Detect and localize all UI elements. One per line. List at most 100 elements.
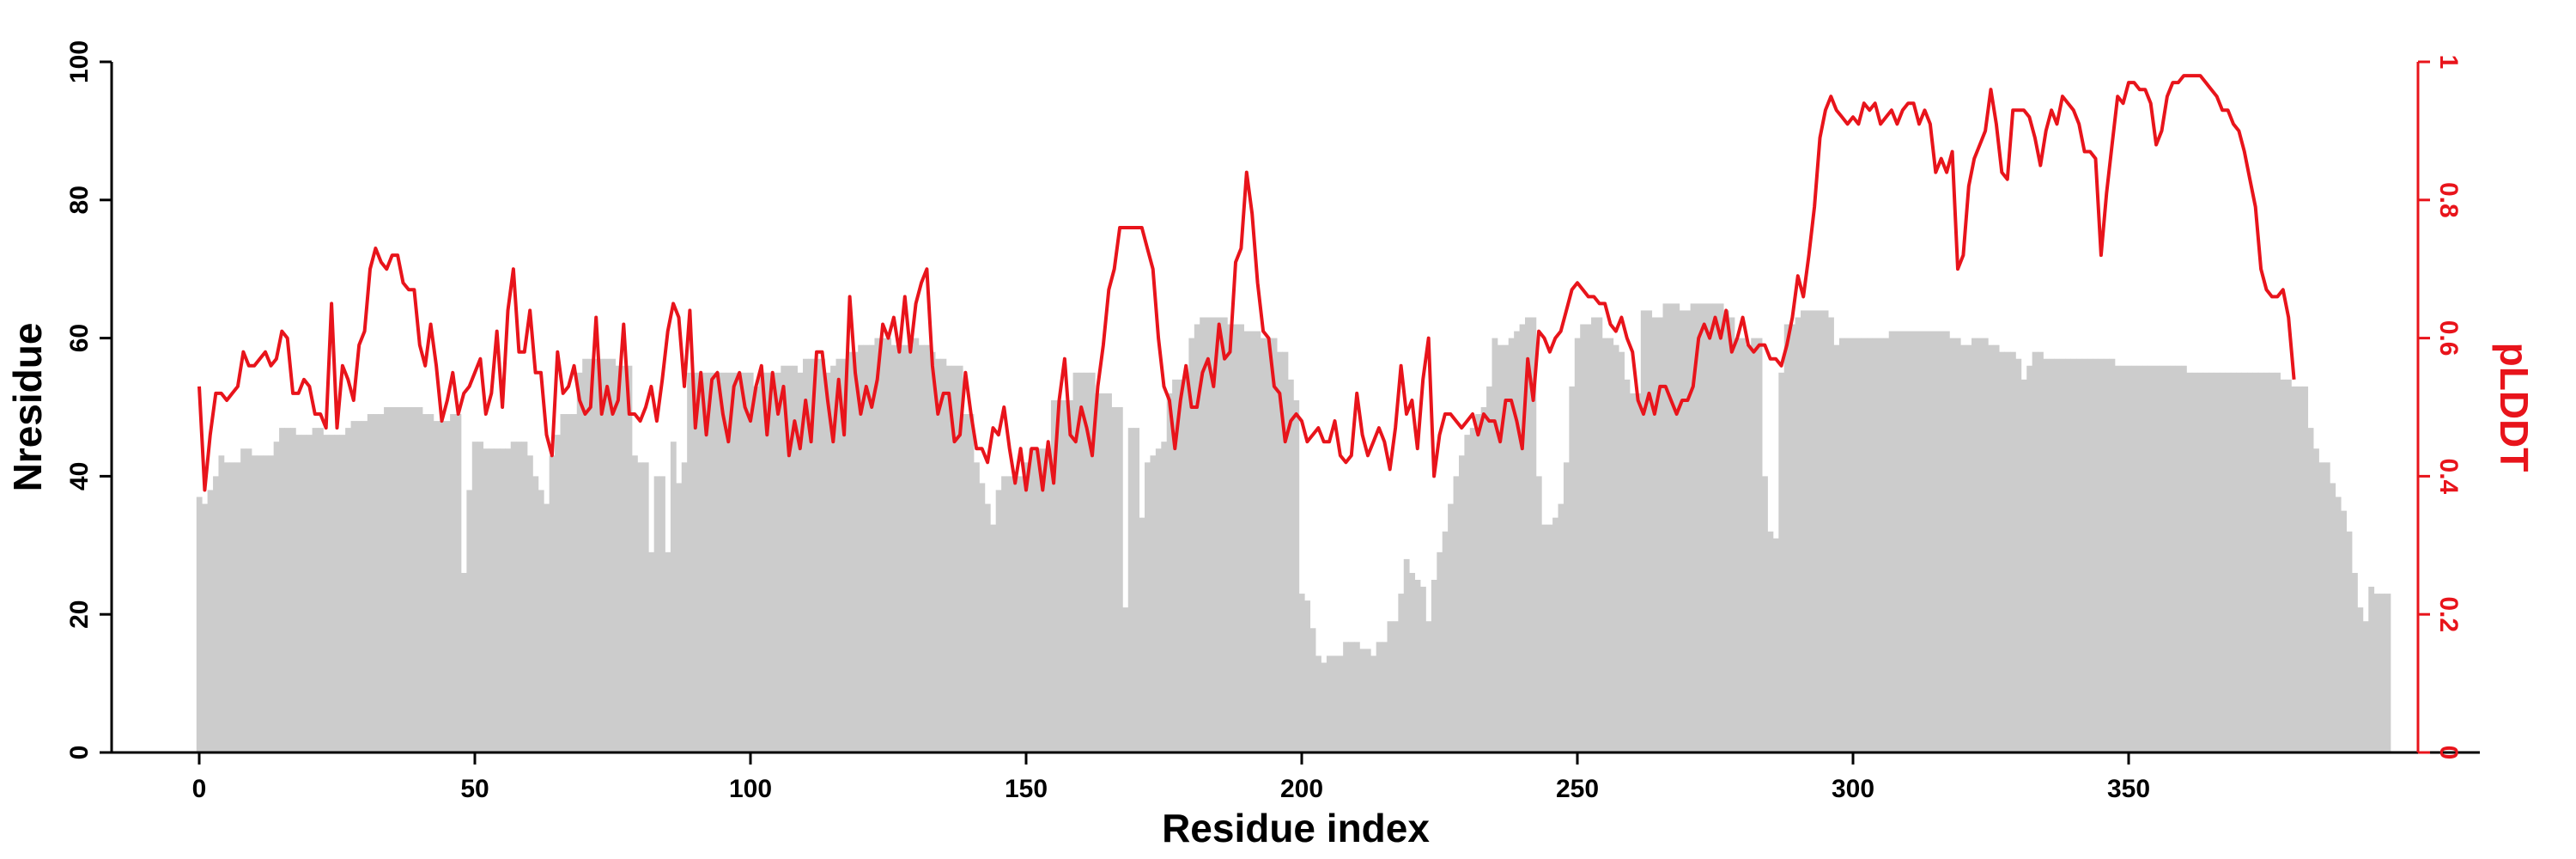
plddt-line xyxy=(197,74,2296,492)
residue-bar xyxy=(1061,399,1068,752)
residue-bar xyxy=(1480,407,1487,752)
residue-bar xyxy=(621,365,627,752)
residue-bar xyxy=(2357,607,2364,752)
residue-bar xyxy=(841,358,848,752)
residue-bar xyxy=(945,365,952,752)
residue-bar xyxy=(1182,372,1189,752)
residue-bar xyxy=(2352,572,2358,752)
residue-bar xyxy=(587,358,594,752)
residue-bar xyxy=(2302,386,2309,752)
residue-bar xyxy=(1640,310,1647,752)
residue-bar xyxy=(196,497,203,752)
residue-bar xyxy=(450,414,456,752)
residue-bar xyxy=(2197,372,2204,752)
residue-bar xyxy=(1255,331,1261,752)
residue-bar xyxy=(2269,372,2275,752)
residue-bar xyxy=(1954,338,1961,752)
residue-bar xyxy=(1546,524,1553,752)
x-tick-label: 300 xyxy=(1832,775,1874,803)
residue-bar xyxy=(968,414,975,752)
y2-tick-label: 0.2 xyxy=(2434,596,2463,632)
residue-bar xyxy=(1685,310,1692,752)
residue-bar xyxy=(318,428,324,752)
residue-bar xyxy=(1690,303,1697,752)
residue-bar xyxy=(477,442,484,752)
residue-bar xyxy=(1801,310,1807,752)
x-axis-title: Residue index xyxy=(1162,806,1430,850)
residue-bar xyxy=(1072,372,1079,752)
y-tick-label: 60 xyxy=(65,324,94,352)
residue-bar xyxy=(2015,358,2022,752)
residue-bar xyxy=(2296,386,2303,752)
residue-bar xyxy=(951,365,958,752)
residue-bar xyxy=(670,442,677,752)
residue-bar xyxy=(1762,476,1768,752)
residue-bar xyxy=(1029,448,1036,752)
residue-bar xyxy=(764,372,770,752)
residue-bar xyxy=(1563,462,1570,752)
residue-bar xyxy=(1828,317,1834,752)
residue-bar xyxy=(516,442,522,752)
residue-bar xyxy=(1056,399,1063,752)
residue-bar xyxy=(2330,483,2336,752)
residue-bar xyxy=(758,372,765,752)
residue-bar xyxy=(1514,331,1520,752)
residue-bar xyxy=(2004,351,2011,752)
residue-bar xyxy=(2131,365,2138,752)
residue-bar xyxy=(494,448,501,752)
residue-bar xyxy=(1332,655,1339,752)
residue-bar xyxy=(1574,338,1581,752)
residue-bar xyxy=(1883,338,1890,752)
residue-bar xyxy=(676,483,683,752)
residue-bar xyxy=(2032,351,2038,752)
residue-bar xyxy=(1872,338,1879,752)
residue-bar xyxy=(1315,655,1321,752)
residue-bar xyxy=(2065,358,2071,752)
residue-bar xyxy=(2373,594,2380,752)
residue-bar xyxy=(1867,338,1873,752)
residue-bar xyxy=(1382,642,1388,752)
residue-bar xyxy=(1166,393,1173,752)
residue-bar xyxy=(2020,379,2027,752)
residue-bar xyxy=(1018,476,1024,752)
residue-bar xyxy=(1023,462,1030,752)
residue-bar xyxy=(935,358,941,752)
residue-bar xyxy=(1398,594,1405,752)
residue-bar xyxy=(1960,344,1967,752)
residue-bar xyxy=(957,365,963,752)
residue-bar xyxy=(1624,379,1631,752)
residue-bar xyxy=(2313,448,2319,752)
residue-bar xyxy=(1905,331,1911,752)
residue-bar xyxy=(234,462,241,752)
residue-bar xyxy=(1260,338,1267,752)
residue-bar xyxy=(1420,587,1426,752)
residue-bar xyxy=(1899,331,1906,752)
residue-bar xyxy=(262,455,269,752)
y2-tick-label: 1 xyxy=(2434,55,2463,70)
residue-bar xyxy=(521,442,528,752)
residue-bar xyxy=(1127,428,1134,752)
residue-bar xyxy=(2098,358,2105,752)
residue-bar xyxy=(979,483,986,752)
residue-bar xyxy=(1492,338,1498,752)
residue-bar xyxy=(1508,338,1515,752)
residue-bar xyxy=(648,551,655,752)
residue-bar xyxy=(1651,317,1658,752)
residue-bar xyxy=(1089,372,1096,752)
residue-bar xyxy=(1657,317,1663,752)
residue-bar xyxy=(2285,379,2292,752)
residue-bar xyxy=(1740,338,1747,752)
residue-bar xyxy=(1469,428,1476,752)
residue-bar xyxy=(246,448,252,752)
residue-bar xyxy=(207,490,214,752)
residue-bar xyxy=(334,435,341,752)
residue-bar xyxy=(2257,372,2264,752)
residue-bar xyxy=(279,428,285,752)
residue-bar xyxy=(687,372,693,752)
residue-bar xyxy=(813,358,820,752)
y2-tick-label: 0 xyxy=(2434,746,2463,760)
residue-bar xyxy=(1200,317,1206,752)
residue-bar xyxy=(2225,372,2232,752)
residue-bar xyxy=(1172,379,1178,752)
residue-bar xyxy=(202,503,209,752)
